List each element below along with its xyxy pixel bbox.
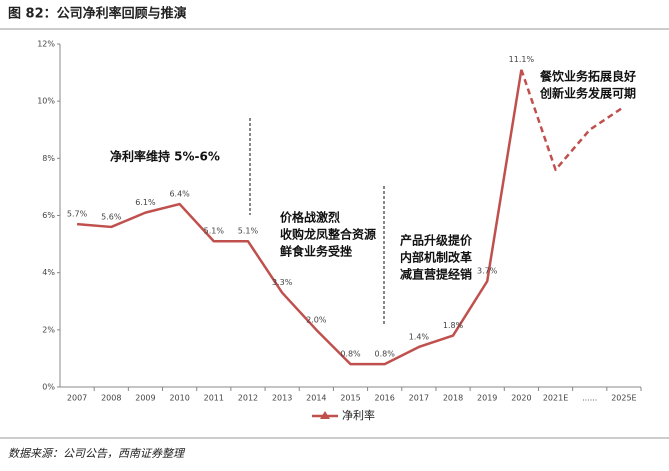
data-label: 0.8% — [340, 350, 361, 359]
data-label: 6.1% — [135, 198, 156, 207]
data-label: 1.8% — [443, 321, 464, 330]
chart-title: 图 82：公司净利率回顾与推演 — [8, 6, 187, 22]
annotation: 内部机制改革 — [400, 250, 472, 265]
y-tick-label: 4% — [42, 268, 55, 277]
x-tick-label: 2019 — [477, 394, 497, 403]
annotation: 净利率维持 5%-6% — [110, 149, 220, 164]
series-line — [520, 69, 625, 172]
series-line — [76, 69, 523, 366]
data-label: 1.4% — [409, 332, 430, 341]
annotation: 收购龙凤整合资源 — [280, 227, 376, 242]
y-tick-label: 10% — [37, 97, 55, 106]
annotation: 减直营提经销 — [400, 267, 472, 282]
x-tick-label: 2014 — [306, 394, 326, 403]
y-tick-label: 2% — [42, 325, 55, 334]
data-label: 5.1% — [204, 227, 225, 236]
data-label: 11.1% — [509, 55, 535, 64]
x-tick-label: 2016 — [374, 394, 394, 403]
data-label: 0.8% — [375, 350, 396, 359]
annotation: 鲜食业务受挫 — [280, 244, 352, 259]
x-tick-label: 2020 — [511, 394, 531, 403]
x-tick-label: 2008 — [101, 394, 121, 403]
data-label: 3.3% — [272, 278, 293, 287]
data-label: 5.6% — [101, 212, 122, 221]
x-tick-label: 2013 — [272, 394, 292, 403]
source: 数据来源：公司公告，西南证券整理 — [8, 447, 186, 460]
annotation: 创新业务发展可期 — [539, 86, 636, 101]
x-tick-label: 2015 — [340, 394, 360, 403]
data-label: 3.7% — [477, 267, 498, 276]
legend-marker — [320, 411, 330, 419]
x-tick-label: 2007 — [67, 394, 87, 403]
legend-label: 净利率 — [342, 408, 375, 422]
data-label: 2.0% — [306, 315, 327, 324]
x-tick-label: 2012 — [238, 394, 258, 403]
x-tick-label: 2010 — [169, 394, 189, 403]
data-label: 6.4% — [169, 190, 190, 199]
y-tick-label: 12% — [37, 40, 55, 49]
data-label: 5.1% — [238, 227, 259, 236]
x-tick-label: 2018 — [443, 394, 463, 403]
data-label: 5.7% — [67, 210, 88, 219]
x-tick-label: 2017 — [409, 394, 429, 403]
annotation: 产品升级提价 — [400, 233, 473, 248]
y-tick-label: 0% — [42, 383, 55, 392]
y-tick-label: 6% — [42, 211, 55, 220]
x-tick-label: 2025E — [611, 394, 636, 403]
x-tick-label: 2011 — [204, 394, 224, 403]
x-tick-label: ...... — [582, 394, 597, 403]
annotation: 餐饮业务拓展良好 — [540, 69, 636, 84]
annotation: 价格战激烈 — [280, 210, 340, 225]
x-tick-label: 2009 — [135, 394, 155, 403]
y-tick-label: 8% — [42, 154, 55, 163]
x-tick-label: 2021E — [543, 394, 568, 403]
